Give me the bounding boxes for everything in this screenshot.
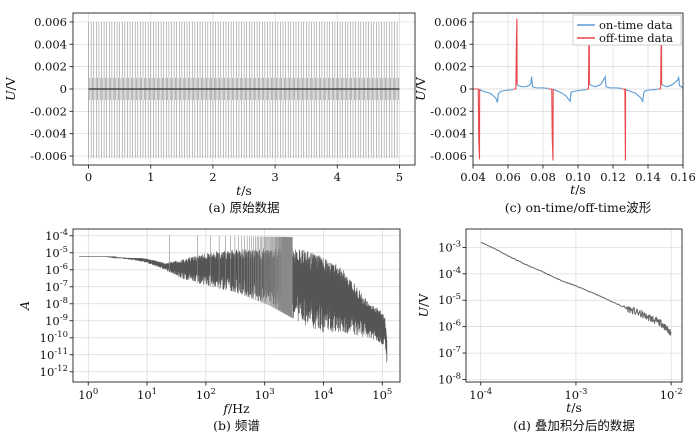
- y-tick-label: 10-8: [438, 371, 461, 386]
- x-tick-label: 102: [196, 387, 216, 402]
- y-tick-label: -0.004: [430, 127, 467, 141]
- y-tick-label: 10-7: [438, 345, 461, 360]
- x-tick-label: 0.12: [600, 170, 626, 184]
- x-tick-label: 1: [147, 170, 154, 184]
- decay-line: [480, 241, 672, 336]
- legend-label: on-time data: [599, 18, 673, 32]
- on-time-segment: [516, 76, 549, 89]
- y-tick-label: 10-7: [45, 279, 68, 294]
- harmonic-spikes: [169, 235, 293, 319]
- spectrum-line: [79, 247, 388, 363]
- y-tick-label: -0.006: [430, 149, 467, 163]
- x-axis-label: t/s: [236, 183, 252, 198]
- x-tick-label: 0.08: [530, 170, 556, 184]
- off-time-segment: [621, 88, 627, 161]
- panel-c-on-off-waveform: 0.04 0.06 0.08 0.10 0.12 0.14 0.16 -0.006 -0.004…: [413, 12, 696, 215]
- y-tick-label: 0.002: [34, 60, 67, 74]
- y-tick-label: -0.004: [30, 127, 67, 141]
- decay-trace: [480, 241, 672, 336]
- y-tick-label: 0.002: [434, 60, 467, 74]
- signal-pulses: [88, 21, 398, 159]
- on-time-segment: [625, 88, 659, 104]
- y-tick-label: 0: [460, 82, 467, 96]
- y-tick-label: 10-4: [45, 228, 68, 243]
- on-time-segment: [479, 88, 514, 103]
- x-tick-label: 0.16: [670, 170, 696, 184]
- x-tick-label: 2: [209, 170, 216, 184]
- x-tick-label: 0: [85, 170, 92, 184]
- y-tick-label: 0.004: [34, 37, 67, 51]
- on-time-segment: [589, 74, 622, 89]
- x-tick-label: 100: [78, 387, 98, 402]
- y-axis-label: U/V: [413, 76, 428, 101]
- panel-a-raw-data: 0 1 2 3 4 5 -0.006 -0.004 -0.002 0 0.002 0.004 0.006…: [3, 12, 416, 215]
- y-tick-label: 10-6: [45, 262, 68, 277]
- x-tick-label: 101: [137, 387, 157, 402]
- x-tick-label: 0.14: [635, 170, 661, 184]
- y-tick-label: -0.002: [430, 104, 467, 118]
- raw-signal: [88, 21, 400, 159]
- x-axis-label: t/s: [566, 400, 582, 415]
- plot-frame: [72, 228, 401, 383]
- y-tick-label: 10-10: [40, 330, 68, 345]
- y-tick-label: 10-5: [45, 245, 68, 260]
- on-time-segment: [552, 88, 587, 103]
- x-tick-label: 5: [396, 170, 403, 184]
- x-tick-label: 10-3: [564, 387, 587, 402]
- y-tick-label: -0.002: [30, 104, 67, 118]
- y-tick-label: -0.006: [30, 149, 67, 163]
- panel-caption: (c) on-time/off-time波形: [505, 200, 652, 215]
- off-time-segment: [548, 88, 554, 161]
- y-axis-label: A: [17, 301, 32, 311]
- y-tick-label: 0.004: [434, 37, 467, 51]
- on-time-segment: [661, 76, 683, 89]
- x-tick-label: 4: [334, 170, 341, 184]
- panel-b-spectrum: 100 101 102 103 104 105 10-12 10-11 10-10 10-9 10-…: [17, 228, 401, 433]
- y-axis-label: U/V: [3, 76, 18, 101]
- x-tick-label: 0.10: [565, 170, 591, 184]
- y-tick-label: 0: [60, 82, 67, 96]
- y-tick-label: 10-9: [45, 313, 68, 328]
- y-axis-label: U/V: [416, 293, 431, 318]
- y-tick-label: 10-8: [45, 296, 68, 311]
- spectrum-trace: [79, 235, 388, 363]
- y-tick-label: 10-11: [40, 347, 68, 362]
- legend-label: off-time data: [599, 31, 673, 45]
- y-tick-label: 10-12: [40, 364, 68, 379]
- x-axis-label: t/s: [570, 182, 586, 197]
- x-tick-label: 103: [255, 387, 275, 402]
- x-tick-label: 0.04: [460, 170, 486, 184]
- y-tick-label: 0.006: [34, 15, 67, 29]
- panel-caption: (a) 原始数据: [208, 200, 279, 215]
- plot-frame: [465, 228, 683, 383]
- y-tick-label: 10-4: [438, 266, 461, 281]
- y-tick-label: 10-5: [438, 292, 461, 307]
- y-tick-label: 10-3: [438, 239, 461, 254]
- x-tick-label: 10-4: [469, 387, 492, 402]
- panel-caption: (d) 叠加积分后的数据: [513, 418, 635, 433]
- panel-d-stacked-integrated: 10-4 10-3 10-210-810-710-610-510-410-3t/sU…: [416, 228, 683, 433]
- y-tick-label: 10-6: [438, 319, 461, 334]
- x-tick-label: 0.06: [495, 170, 521, 184]
- off-time-segment: [513, 18, 518, 90]
- x-tick-label: 105: [372, 387, 392, 402]
- y-tick-label: 0.006: [434, 15, 467, 29]
- legend-box: [572, 14, 682, 46]
- x-axis-label: f/Hz: [222, 401, 250, 416]
- x-tick-label: 10-2: [660, 387, 683, 402]
- x-tick-label: 3: [271, 170, 278, 184]
- panel-caption: (b) 频谱: [213, 418, 260, 433]
- off-time-segment: [473, 88, 481, 160]
- x-tick-label: 104: [313, 387, 333, 402]
